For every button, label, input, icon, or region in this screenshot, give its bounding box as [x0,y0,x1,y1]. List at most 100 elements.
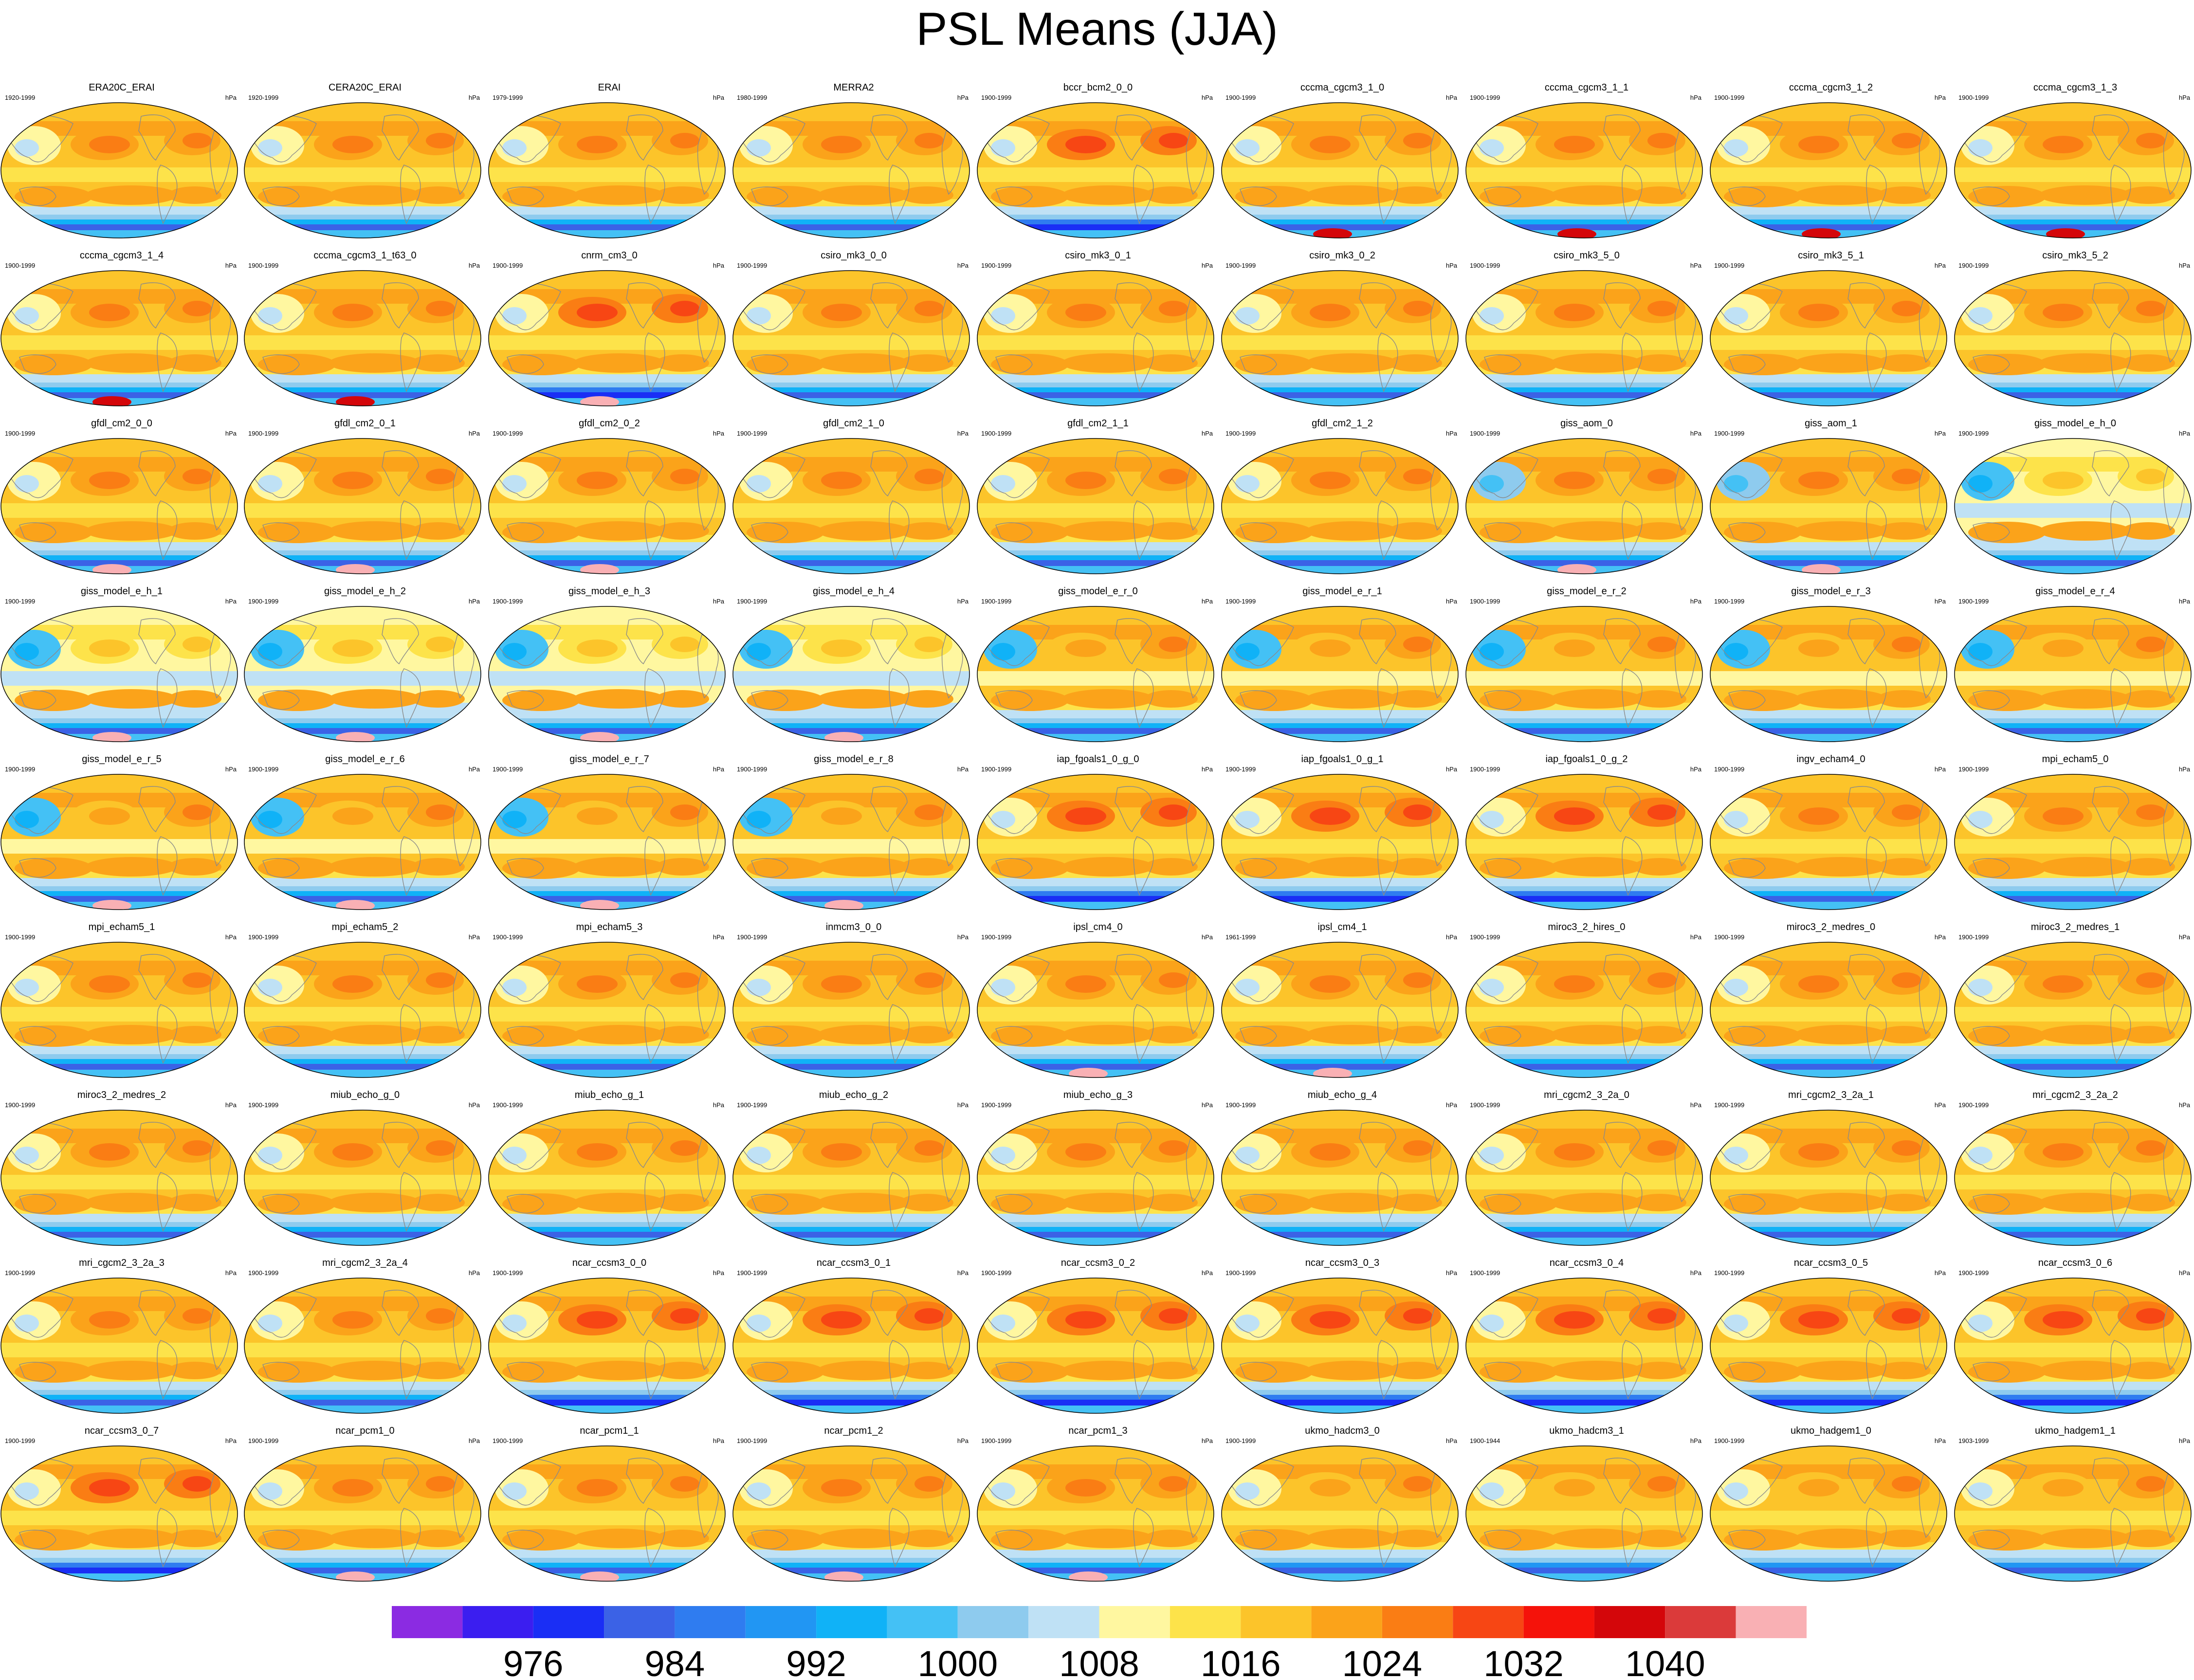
panel-units: hPa [1934,94,1946,101]
pacific-high-core [332,1143,373,1161]
indian-high [1235,1529,1313,1551]
atlantic-high-core [426,469,455,484]
south-america-outline [644,1172,665,1232]
psl-band [977,1343,1214,1357]
panel-title: giss_model_e_r_3 [1791,586,1871,597]
north-america-outline [1115,954,1152,1001]
panel-years: 1900-1999 [737,1269,768,1277]
psl-band [733,219,969,224]
panel-units: hPa [225,94,237,101]
indian-high [502,690,580,711]
indian-high [1724,1529,1802,1551]
psl-band [244,1054,481,1059]
atlantic-high-core [183,1140,212,1156]
asian-low-core [1968,139,1993,157]
panel-title: gfdl_cm2_0_2 [579,418,640,429]
australia-outline [262,690,300,710]
asian-low-core [15,1147,39,1164]
psl-map [1710,102,1947,238]
psl-band [1222,542,1458,550]
panel-title: mri_cgcm2_3_2a_2 [2032,1090,2118,1100]
north-america-outline [1603,786,1641,833]
psl-band [1955,1222,2191,1227]
south-america-outline [1133,1340,1154,1400]
psl-band [244,335,481,350]
psl-band [1466,1054,1702,1059]
atlantic-high-core [1647,1140,1677,1156]
north-america-outline [870,114,908,161]
panel-units: hPa [713,262,724,269]
psl-band [1,710,238,718]
pacific-high-core [1310,1311,1351,1329]
psl-band [489,1343,725,1357]
map-panel: mri_cgcm2_3_2a_0 1900-1999 hPa [1465,1088,1708,1256]
atlantic-high-core [1159,972,1188,988]
asian-low-core [502,139,527,157]
indian-high [502,1361,580,1383]
south-america-outline [1377,1172,1398,1232]
chart-title: PSL Means (JJA) [916,3,1278,55]
asian-low-core [502,1147,527,1164]
south-atlantic-high [1144,1194,1198,1211]
psl-band [1,1511,238,1525]
panel-units: hPa [713,94,724,101]
panel-years: 1900-1999 [493,1101,523,1109]
panel-years: 1900-1999 [737,933,768,941]
map-panel: giss_model_e_h_0 1900-1999 hPa [1954,416,2194,584]
psl-band [1222,387,1458,392]
south-pacific-high [85,857,178,877]
asian-low-core [1968,1147,1993,1164]
colorbar-swatch [887,1606,958,1638]
psl-band [977,1227,1214,1232]
panel-title: mri_cgcm2_3_2a_1 [1788,1090,1874,1100]
australia-outline [1728,186,1766,206]
south-america-outline [889,836,910,896]
psl-band [1466,718,1702,723]
atlantic-high-core [670,301,699,316]
asian-low-core [258,643,282,660]
indian-high [991,690,1069,711]
south-america-outline [1133,500,1154,560]
south-america-outline [1866,1340,1887,1400]
asian-low-core [1968,475,1993,493]
south-atlantic-high [1389,690,1442,708]
psl-map [488,102,726,238]
south-atlantic-high [2121,690,2175,708]
atlantic-high-core [1403,1308,1432,1324]
panel-title: miub_echo_g_2 [819,1090,889,1100]
australia-outline [1240,522,1277,542]
panel-years: 1980-1999 [737,94,768,101]
asian-low-core [1724,643,1748,660]
australia-outline [1484,522,1521,542]
south-atlantic-high [900,1194,953,1211]
south-atlantic-high [1633,690,1686,708]
asian-low-core [1724,307,1748,325]
map-panel: cccma_cgcm3_1_t63_0 1900-1999 hPa [243,248,487,416]
south-pacific-high [1794,521,1887,541]
asian-low-core [1235,1315,1260,1332]
psl-band [1222,1227,1458,1232]
south-atlantic-high [1389,186,1442,204]
australia-outline [262,522,300,542]
south-america-outline [1133,332,1154,392]
south-atlantic-high [656,186,709,204]
south-america-outline [1622,836,1643,896]
atlantic-high-core [2136,804,2165,820]
australia-outline [507,690,544,710]
atlantic-high-core [1892,1308,1921,1324]
pacific-high-core [332,975,373,993]
map-border [1710,1110,1947,1246]
indian-high [258,1529,336,1551]
panel-units: hPa [468,1269,480,1277]
map-panel: giss_model_e_r_3 1900-1999 hPa [1709,584,1953,752]
north-america-outline [1359,1458,1396,1504]
asian-low-core [258,1147,282,1164]
australia-outline [262,858,300,878]
psl-band [1710,718,1947,723]
pacific-high-core [1310,975,1351,993]
pacific-high-core [1065,1143,1106,1161]
psl-band [1955,387,2191,392]
panel-years: 1900-1999 [248,1437,279,1444]
psl-band [1,1550,238,1558]
